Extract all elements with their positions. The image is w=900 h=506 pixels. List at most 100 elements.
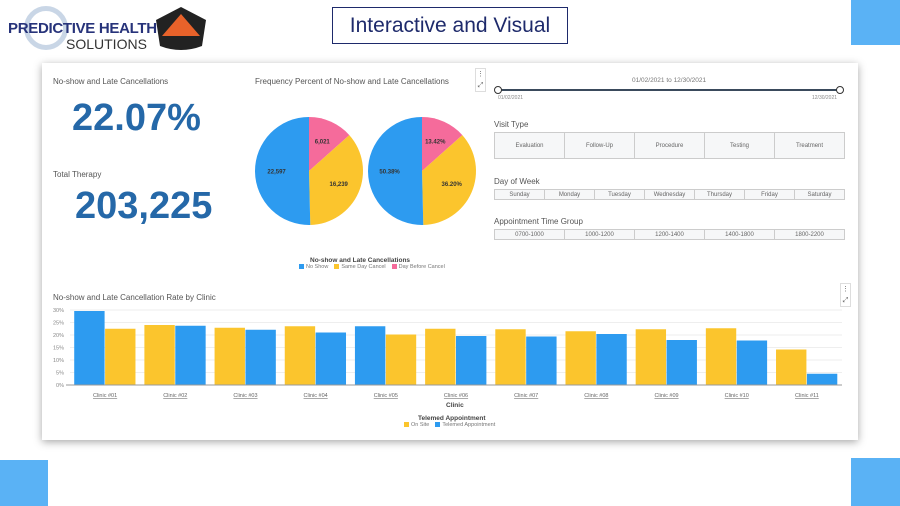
bar-telemed[interactable]	[175, 325, 206, 385]
time-group-button[interactable]: 1400-1800	[705, 230, 775, 239]
bar-chart-title: No-show and Late Cancellation Rate by Cl…	[53, 293, 216, 302]
decor-square-top-right	[851, 0, 900, 45]
time-group-buttons: 0700-1000 1000-1200 1200-1400 1400-1800 1800…	[494, 229, 845, 240]
bar-on-site[interactable]	[565, 331, 596, 385]
y-tick-label: 20%	[53, 333, 64, 339]
bar-on-site[interactable]	[635, 329, 667, 385]
bar-telemed[interactable]	[736, 340, 768, 386]
bar-on-site[interactable]	[144, 325, 175, 385]
legend-on-site: On Site	[404, 422, 429, 428]
y-tick-label: 5%	[56, 371, 64, 377]
legend-label: Same Day Cancel	[341, 264, 386, 270]
bar-on-site[interactable]	[705, 328, 737, 385]
bar-telemed[interactable]	[666, 340, 697, 385]
time-group-button[interactable]: 1800-2200	[795, 231, 824, 238]
x-tick-label[interactable]: Clinic #06	[444, 393, 468, 399]
pie-slice-count[interactable]	[309, 117, 350, 171]
pie-menu-button[interactable]: ⋮ ⤢	[475, 68, 486, 92]
pie-data-label: 13.42%	[425, 139, 446, 145]
predictive-health-logo: PREDICTIVE HEALTH SOLUTIONS	[8, 4, 157, 54]
x-tick-label[interactable]: Clinic #03	[233, 393, 257, 399]
therapy-label: Total Therapy	[53, 170, 102, 179]
day-of-week-label: Day of Week	[494, 177, 540, 186]
x-tick-label[interactable]: Clinic #08	[584, 393, 608, 399]
pie-data-label: 50.38%	[379, 169, 400, 175]
date-slider-end-handle[interactable]	[836, 86, 844, 94]
date-end: 12/30/2021	[812, 95, 838, 101]
date-range-text: 01/02/2021 to 12/30/2021	[632, 77, 707, 84]
x-tick-label[interactable]: Clinic #07	[514, 393, 538, 399]
visit-type-button[interactable]: Evaluation	[495, 133, 565, 158]
visit-type-button[interactable]: Testing	[705, 133, 775, 158]
rate-value: 22.07%	[72, 97, 201, 139]
time-group-button[interactable]: 1200-1400	[635, 230, 705, 239]
pie-slice-percent[interactable]	[422, 117, 463, 171]
time-group-button[interactable]: 0700-1000	[495, 230, 565, 239]
pie-slice-count[interactable]	[309, 135, 363, 225]
bar-telemed[interactable]	[596, 334, 627, 385]
legend-label: On Site	[411, 422, 430, 428]
visit-type-button[interactable]: Treatment	[795, 142, 824, 149]
bar-telemed[interactable]	[456, 336, 487, 385]
pie-data-label: 36.20%	[442, 182, 463, 188]
more-icon: ⋮	[477, 71, 484, 78]
legend-no-show: No Show	[299, 264, 328, 270]
x-tick-label[interactable]: Clinic #01	[93, 393, 117, 399]
bar-on-site[interactable]	[214, 327, 245, 385]
day-button[interactable]: Thursday	[695, 190, 745, 199]
pie-title: Frequency Percent of No-show and Late Ca…	[255, 77, 449, 86]
therapy-value: 203,225	[75, 185, 213, 227]
bar-telemed[interactable]	[806, 373, 838, 385]
decor-square-bottom-left	[0, 460, 48, 506]
bar-on-site[interactable]	[495, 329, 526, 385]
bar-telemed[interactable]	[354, 326, 386, 385]
bar-telemed[interactable]	[74, 311, 105, 385]
day-button[interactable]: Tuesday	[595, 190, 645, 199]
time-group-label: Appointment Time Group	[494, 217, 583, 226]
legend-label: Day Before Cancel	[398, 264, 445, 270]
day-button[interactable]: Sunday	[495, 190, 545, 199]
x-tick-label[interactable]: Clinic #05	[374, 393, 398, 399]
date-slider-start-handle[interactable]	[494, 86, 502, 94]
day-button[interactable]: Saturday	[807, 191, 832, 198]
legend-day-before: Day Before Cancel	[391, 264, 445, 270]
pie-legend-title: No-show and Late Cancellations	[310, 257, 411, 264]
pie-legend: No Show Same Day Cancel Day Before Cance…	[299, 264, 445, 270]
visit-type-button[interactable]: Procedure	[635, 133, 705, 158]
x-tick-label[interactable]: Clinic #04	[304, 393, 328, 399]
x-tick-label[interactable]: Clinic #10	[725, 393, 749, 399]
bar-telemed[interactable]	[315, 332, 347, 386]
x-tick-label[interactable]: Clinic #09	[654, 393, 678, 399]
day-button[interactable]: Monday	[545, 190, 595, 199]
bar-telemed[interactable]	[245, 329, 276, 385]
pie-slice-percent[interactable]	[422, 135, 476, 225]
bar-on-site[interactable]	[284, 326, 316, 385]
bar-on-site[interactable]	[425, 328, 456, 385]
y-tick-label: 15%	[53, 346, 64, 352]
bar-legend-title: Telemed Appointment	[418, 415, 486, 422]
date-slider-track[interactable]	[498, 89, 840, 91]
day-button[interactable]: Friday	[745, 190, 795, 199]
visit-type-button[interactable]: Follow-Up	[565, 133, 635, 158]
y-tick-label: 10%	[53, 358, 64, 364]
bar-on-site[interactable]	[776, 349, 807, 386]
pie-slice-percent[interactable]	[368, 117, 424, 225]
bar-telemed[interactable]	[526, 336, 557, 386]
visit-type-buttons: Evaluation Follow-Up Procedure Testing Treat…	[494, 132, 845, 159]
pinnacle-logo	[154, 6, 208, 52]
time-group-button[interactable]: 1000-1200	[565, 230, 635, 239]
expand-icon: ⤢	[477, 82, 484, 89]
day-button[interactable]: Wednesday	[645, 190, 695, 199]
pie-data-label: 6,021	[315, 139, 331, 145]
bar-menu-button[interactable]: ⋮ ⤢	[840, 283, 851, 307]
x-tick-label[interactable]: Clinic #02	[163, 393, 187, 399]
legend-telemed: Telemed Appointment	[435, 422, 495, 428]
dashboard-panel: No-show and Late Cancellations 22.07% To…	[42, 63, 858, 440]
logo-line-1: PREDICTIVE HEALTH	[8, 20, 157, 37]
bar-on-site[interactable]	[385, 334, 417, 386]
bar-on-site[interactable]	[105, 328, 136, 385]
pie-slice-count[interactable]	[255, 117, 311, 225]
pie-data-label: 22,597	[267, 169, 286, 175]
legend-label: Telemed Appointment	[442, 422, 496, 428]
x-tick-label[interactable]: Clinic #11	[795, 393, 819, 399]
